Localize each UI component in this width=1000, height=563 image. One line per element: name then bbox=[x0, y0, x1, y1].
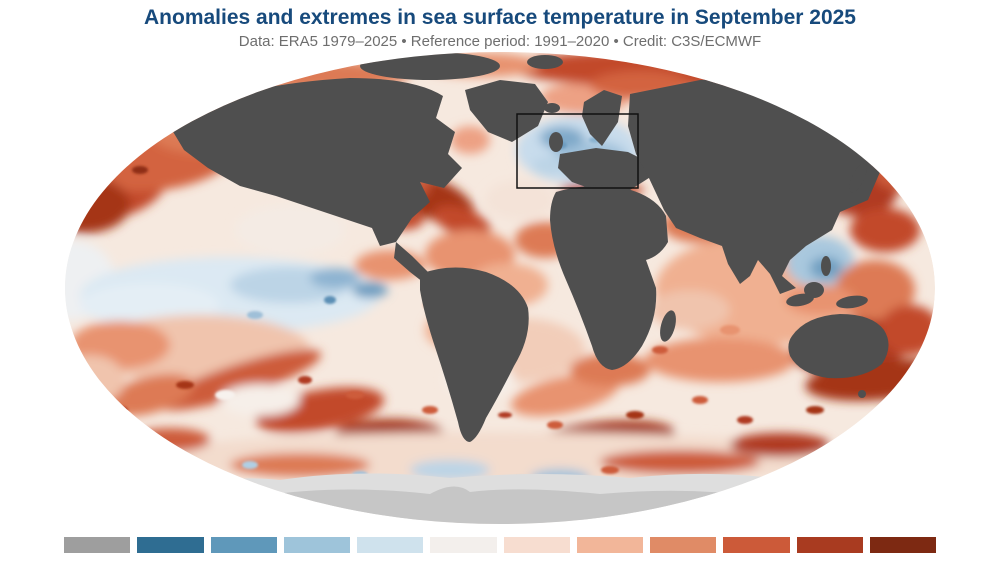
figure-subtitle: Data: ERA5 1979–2025 • Reference period:… bbox=[238, 33, 762, 50]
madagascar bbox=[660, 310, 676, 342]
legend-swatch bbox=[137, 537, 204, 553]
legend-swatch bbox=[357, 537, 424, 553]
legend-swatch bbox=[796, 537, 863, 553]
land-masses bbox=[172, 52, 924, 442]
north-atlantic-highlight-box bbox=[516, 113, 639, 189]
legend-swatch bbox=[283, 537, 350, 553]
legend-swatch bbox=[869, 537, 936, 553]
south-america bbox=[420, 267, 529, 442]
europe bbox=[558, 148, 652, 192]
antarctica bbox=[130, 486, 870, 524]
iceland bbox=[544, 103, 560, 113]
map-container bbox=[0, 50, 1000, 534]
legend-swatch bbox=[650, 537, 717, 553]
legend-swatch bbox=[576, 537, 643, 553]
new-zealand bbox=[907, 372, 917, 388]
color-scale-legend bbox=[64, 537, 936, 557]
north-america bbox=[172, 78, 462, 246]
sst-anomaly-world-map bbox=[65, 52, 935, 524]
japan bbox=[849, 163, 867, 193]
greenland bbox=[465, 80, 548, 142]
legend-swatch bbox=[723, 537, 790, 553]
legend-swatch bbox=[64, 537, 131, 553]
figure-header: Anomalies and extremes in sea surface te… bbox=[0, 6, 1000, 50]
asia bbox=[628, 76, 884, 294]
figure-title: Anomalies and extremes in sea surface te… bbox=[144, 6, 856, 29]
australia bbox=[788, 314, 889, 379]
legend-swatch bbox=[210, 537, 277, 553]
africa bbox=[550, 185, 668, 370]
ocean-speckle-texture bbox=[112, 137, 824, 484]
scandinavia bbox=[582, 90, 622, 146]
tasmania bbox=[858, 390, 866, 398]
legend-swatch bbox=[503, 537, 570, 553]
british-isles bbox=[549, 132, 563, 152]
legend-swatch bbox=[430, 537, 497, 553]
